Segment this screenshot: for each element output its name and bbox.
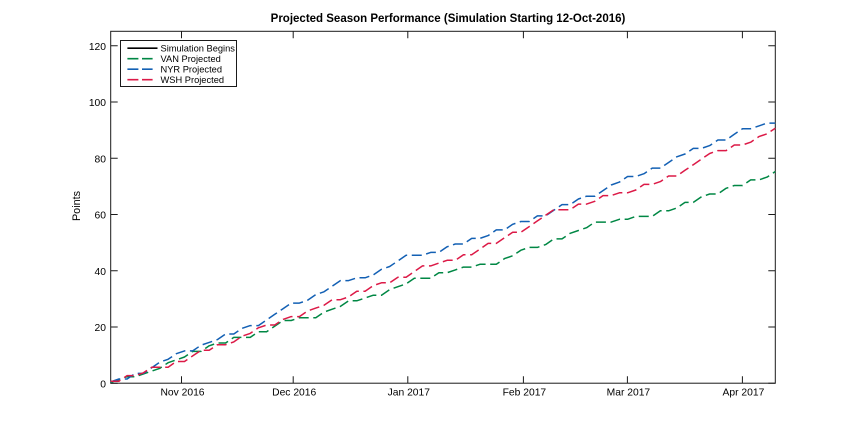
svg-text:100: 100 xyxy=(89,98,106,109)
svg-text:WSH Projected: WSH Projected xyxy=(161,75,225,85)
svg-text:20: 20 xyxy=(95,323,107,334)
svg-text:NYR Projected: NYR Projected xyxy=(161,65,223,75)
svg-text:Nov 2016: Nov 2016 xyxy=(160,388,204,399)
svg-text:40: 40 xyxy=(95,267,107,278)
svg-text:80: 80 xyxy=(95,154,107,165)
svg-text:Jan 2017: Jan 2017 xyxy=(388,388,431,399)
svg-text:VAN Projected: VAN Projected xyxy=(161,54,221,64)
svg-text:Apr 2017: Apr 2017 xyxy=(723,388,765,399)
svg-text:Projected Season Performance (: Projected Season Performance (Simulation… xyxy=(271,13,626,25)
svg-text:60: 60 xyxy=(95,211,107,222)
svg-text:0: 0 xyxy=(100,379,106,390)
svg-text:Dec 2016: Dec 2016 xyxy=(272,388,316,399)
svg-text:Points: Points xyxy=(71,190,83,221)
svg-text:Simulation Begins: Simulation Begins xyxy=(161,44,236,54)
svg-text:Mar 2017: Mar 2017 xyxy=(607,388,651,399)
svg-text:120: 120 xyxy=(89,42,106,53)
svg-text:Feb 2017: Feb 2017 xyxy=(503,388,547,399)
